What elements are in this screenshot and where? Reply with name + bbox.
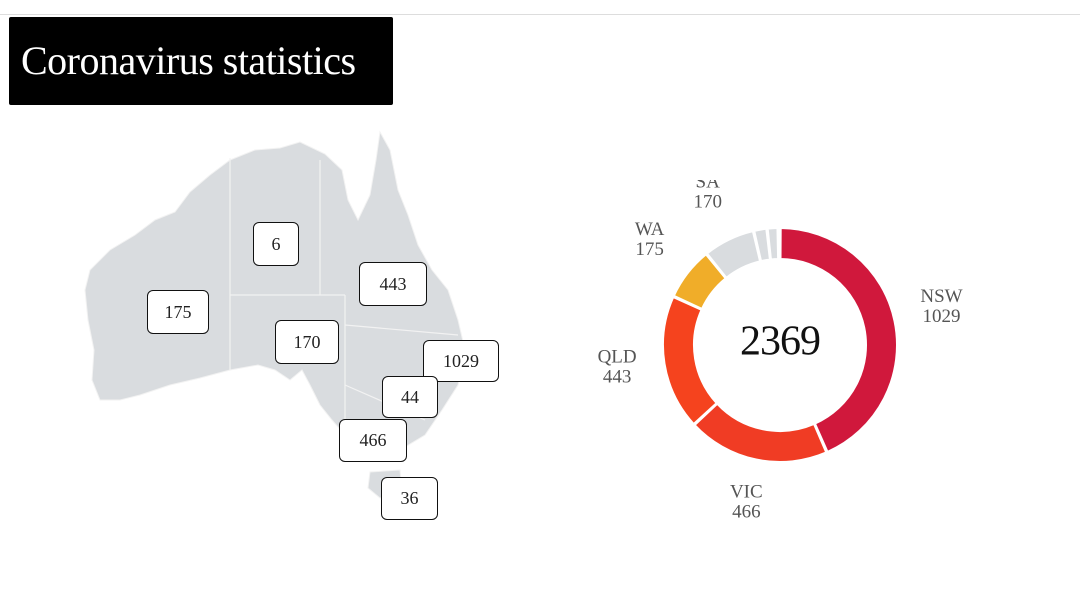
donut-label-sa: SA	[696, 180, 721, 193]
donut-slice-nsw	[779, 226, 898, 454]
map-label-qld: 443	[359, 262, 427, 306]
map-landmass	[84, 130, 466, 499]
page-title: Coronavirus statistics	[9, 17, 393, 105]
australia-map	[84, 130, 466, 499]
map-label-vic: 466	[339, 419, 407, 462]
donut-slice-sa	[705, 229, 762, 280]
donut-slice-act	[753, 227, 772, 263]
donut-value-vic: 466	[732, 502, 761, 520]
map-label-nsw: 1029	[423, 340, 499, 382]
donut-slices	[662, 226, 898, 463]
donut-slice-nt	[777, 226, 781, 261]
donut-slice-vic	[693, 402, 828, 463]
donut-value-sa: 170	[693, 192, 722, 213]
donut-value-wa: 175	[635, 239, 664, 260]
donut-label-qld: QLD	[598, 346, 637, 367]
map-label-act: 44	[382, 376, 438, 418]
map-label-wa: 175	[147, 290, 209, 334]
donut-slice-tas	[766, 227, 780, 261]
map-label-tas: 36	[381, 477, 438, 520]
donut-value-qld: 443	[603, 366, 632, 387]
donut-slice-qld	[662, 295, 718, 426]
top-divider	[0, 14, 1080, 15]
map-label-nt: 6	[253, 222, 299, 266]
donut-value-nsw: 1029	[923, 306, 961, 327]
donut-label-nsw: NSW	[920, 286, 962, 307]
donut-label-wa: WA	[635, 219, 665, 240]
donut-label-vic: VIC	[730, 482, 763, 503]
donut-total: 2369	[740, 319, 820, 365]
map-label-sa: 170	[275, 320, 339, 364]
donut-slice-wa	[672, 252, 727, 311]
